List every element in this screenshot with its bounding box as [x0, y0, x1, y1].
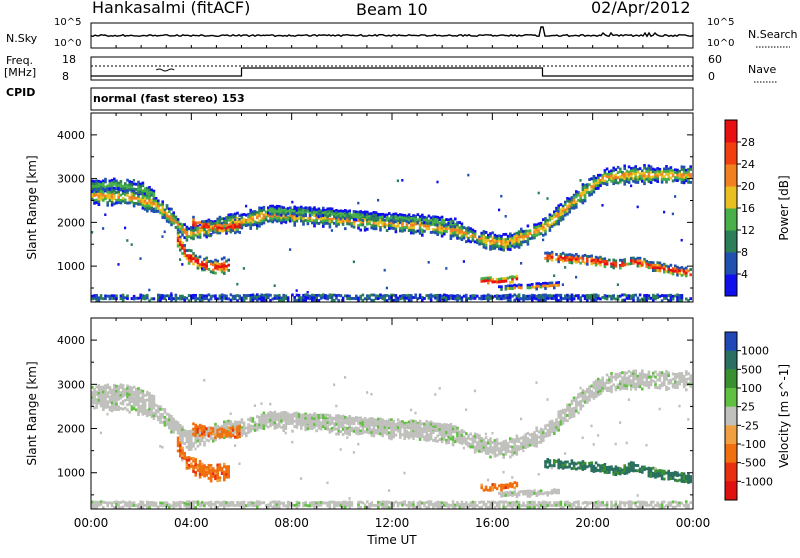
- power-colorbar-title: Power [dB]: [777, 175, 791, 240]
- power-colorbar-swatch: [725, 230, 737, 253]
- nave-label: Nave: [748, 63, 776, 76]
- velocity-colorbar-label: 1000: [741, 345, 769, 358]
- power-colorbar-label: 16: [741, 202, 755, 215]
- y-tick-label: 4000: [57, 334, 85, 347]
- freq-wiggle: [156, 69, 174, 71]
- freq-trace: [91, 68, 693, 76]
- velocity-panel-frame: [91, 318, 693, 509]
- x-tick-label: 00:00: [676, 516, 711, 530]
- power-colorbar-swatch: [725, 252, 737, 275]
- power-colorbar-swatch: [725, 208, 737, 231]
- velocity-colorbar-swatch: [725, 388, 737, 407]
- power-colorbar-swatch: [725, 274, 737, 297]
- y-axis-label: Slant Range [km]: [25, 155, 39, 259]
- velocity-colorbar-swatch: [725, 332, 737, 351]
- nsearch-tick-top: 10^5: [707, 17, 734, 28]
- velocity-data-layer: [91, 369, 692, 509]
- velocity-colorbar-swatch: [725, 425, 737, 444]
- y-tick-label: 3000: [57, 378, 85, 391]
- y-tick-label: 1000: [57, 467, 85, 480]
- x-axis-label: Time UT: [366, 533, 417, 547]
- y-tick-label: 4000: [57, 129, 85, 142]
- cpid-text: normal (fast stereo) 153: [93, 92, 245, 105]
- x-tick-label: 00:00: [74, 516, 109, 530]
- beam-label: Beam 10: [356, 0, 428, 19]
- power-colorbar-label: 8: [741, 246, 748, 259]
- velocity-colorbar-label: 500: [741, 363, 762, 376]
- power-colorbar-label: 28: [741, 136, 755, 149]
- velocity-colorbar-swatch: [725, 463, 737, 482]
- power-colorbar-label: 20: [741, 180, 755, 193]
- nave-tick-bottom: 0: [708, 70, 715, 83]
- y-tick-label: 1000: [57, 260, 85, 273]
- power-colorbar-swatch: [725, 120, 737, 143]
- nsky-tick-top: 10^5: [54, 17, 81, 28]
- velocity-colorbar-swatch: [725, 407, 737, 426]
- power-colorbar-swatch: [725, 186, 737, 209]
- nsky-trace: [91, 27, 693, 36]
- velocity-colorbar-label: 100: [741, 382, 762, 395]
- velocity-colorbar-swatch: [725, 369, 737, 388]
- power-data-layer: [91, 164, 692, 302]
- velocity-colorbar-label: -500: [741, 457, 766, 470]
- power-colorbar-label: 24: [741, 158, 755, 171]
- y-tick-label: 2000: [57, 423, 85, 436]
- x-tick-label: 08:00: [274, 516, 309, 530]
- velocity-colorbar-swatch: [725, 444, 737, 463]
- nave-tick-top: 60: [708, 53, 722, 66]
- x-tick-label: 12:00: [375, 516, 410, 530]
- nsearch-tick-bottom: 10^0: [707, 38, 734, 49]
- nsky-label: N.Sky: [6, 32, 37, 45]
- x-tick-label: 16:00: [475, 516, 510, 530]
- velocity-colorbar-label: 25: [741, 401, 755, 414]
- x-tick-label: 04:00: [174, 516, 209, 530]
- x-tick-label: 20:00: [575, 516, 610, 530]
- power-colorbar-swatch: [725, 164, 737, 187]
- y-axis-label: Slant Range [km]: [25, 361, 39, 465]
- power-colorbar-label: 4: [741, 268, 748, 281]
- cpid-label: CPID: [6, 86, 35, 99]
- velocity-colorbar-swatch: [725, 351, 737, 370]
- velocity-colorbar-swatch: [725, 481, 737, 500]
- velocity-colorbar-label: -25: [741, 419, 759, 432]
- velocity-colorbar-label: -1000: [741, 475, 773, 488]
- freq-tick-bottom: 8: [62, 70, 69, 83]
- nsky-tick-bottom: 10^0: [54, 38, 81, 49]
- velocity-colorbar-title: Velocity [m s^-1]: [777, 364, 791, 468]
- nsearch-label: N.Search: [748, 28, 798, 41]
- y-tick-label: 2000: [57, 216, 85, 229]
- velocity-colorbar-label: -100: [741, 438, 766, 451]
- power-colorbar-swatch: [725, 142, 737, 165]
- freq-tick-top: 18: [62, 53, 76, 66]
- date-label: 02/Apr/2012: [591, 0, 691, 17]
- power-panel-frame: [91, 113, 693, 302]
- freq-unit-label: [MHz]: [4, 66, 36, 79]
- plot-title: Hankasalmi (fitACF): [92, 0, 250, 17]
- power-colorbar-label: 12: [741, 224, 755, 237]
- y-tick-label: 3000: [57, 173, 85, 186]
